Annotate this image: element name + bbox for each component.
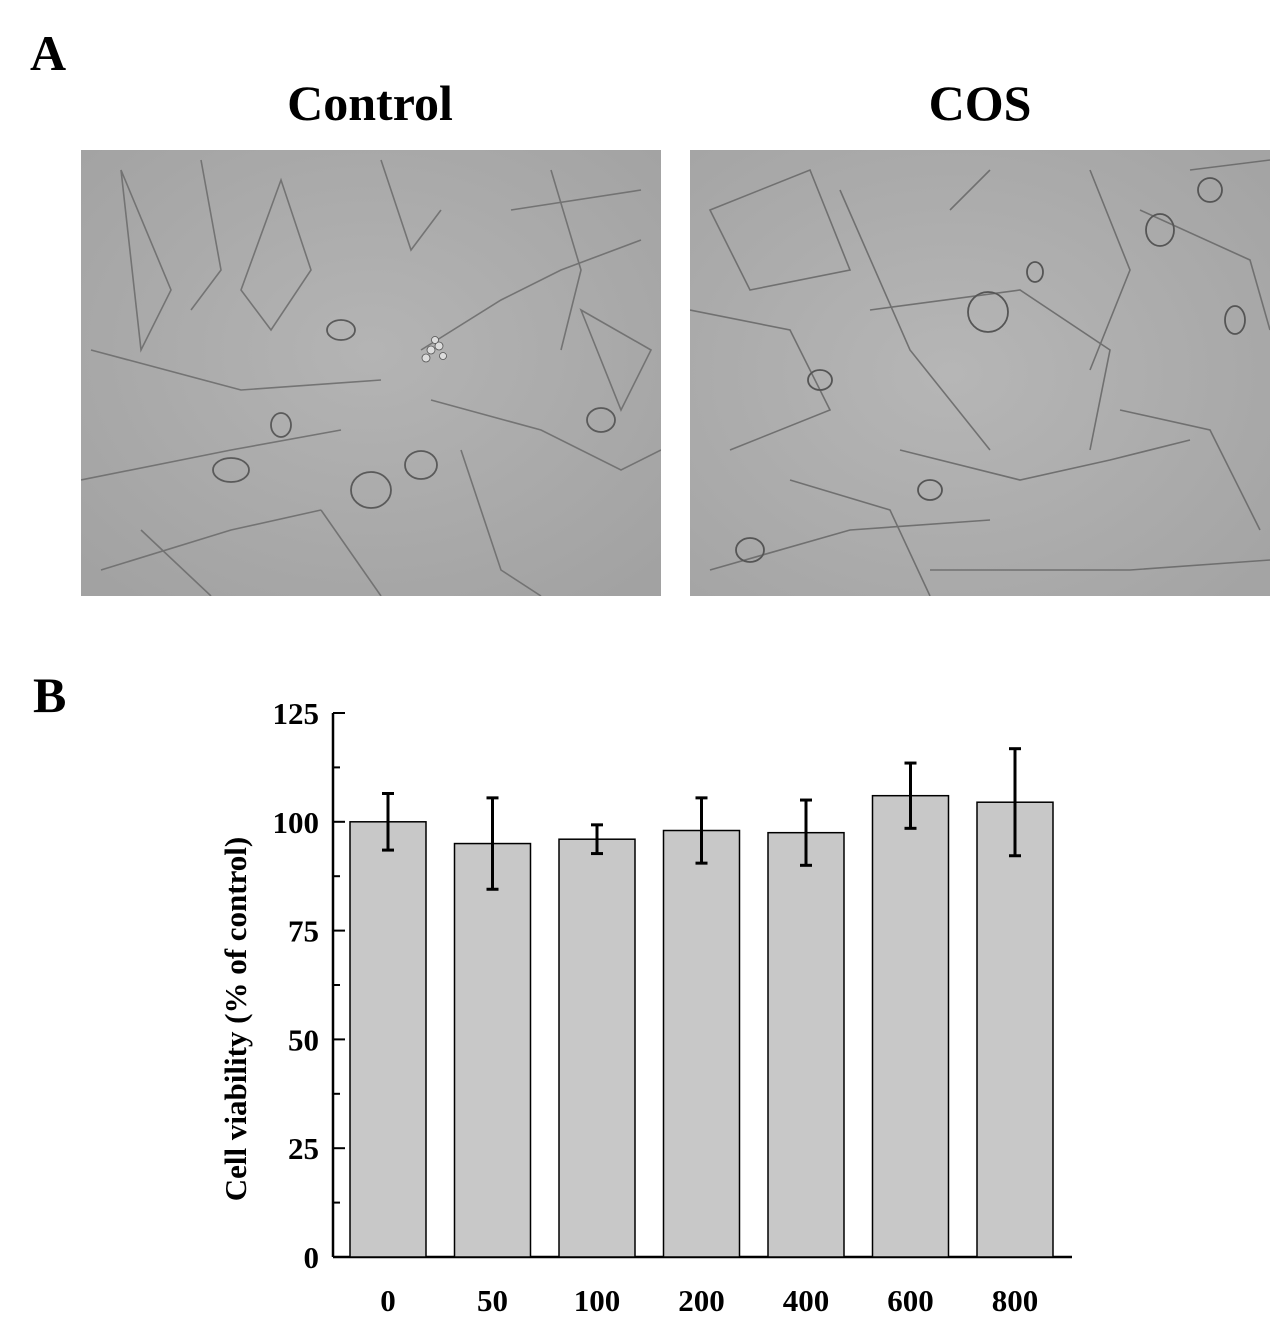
- bar-800: [976, 801, 1054, 1258]
- bar-100: [558, 838, 636, 1258]
- y-axis-title: Cell viability (% of control): [218, 837, 253, 1202]
- bar-50: [453, 842, 532, 1258]
- cos-image-title: COS: [928, 75, 1032, 131]
- x-tick-label: 800: [992, 1283, 1039, 1318]
- bar-200: [662, 829, 741, 1258]
- y-tick-label: 100: [273, 805, 320, 840]
- x-tick-label: 400: [783, 1283, 830, 1318]
- cos-micrograph: [690, 150, 1270, 596]
- bar-0: [349, 821, 427, 1258]
- y-tick-label: 0: [304, 1240, 320, 1275]
- cell-viability-bar-chart: 0 25 50 75 100 125 Cell viability (% of contro…: [218, 696, 1072, 1318]
- bar-400: [767, 831, 845, 1258]
- y-tick-label: 25: [288, 1131, 319, 1166]
- x-tick-label: 600: [887, 1283, 934, 1318]
- y-tick-label: 50: [288, 1022, 319, 1057]
- x-tick-label: 200: [678, 1283, 725, 1318]
- control-micrograph: [81, 150, 661, 596]
- y-tick-label: 125: [273, 696, 320, 731]
- control-image-title: Control: [287, 75, 453, 131]
- y-tick-label: 75: [288, 914, 319, 949]
- panel-a-label: A: [30, 25, 67, 81]
- panel-b-label: B: [33, 667, 67, 723]
- x-tick-label: 100: [574, 1283, 621, 1318]
- x-tick-label: 0: [380, 1283, 396, 1318]
- x-tick-label: 50: [477, 1283, 508, 1318]
- bar-600: [871, 794, 950, 1258]
